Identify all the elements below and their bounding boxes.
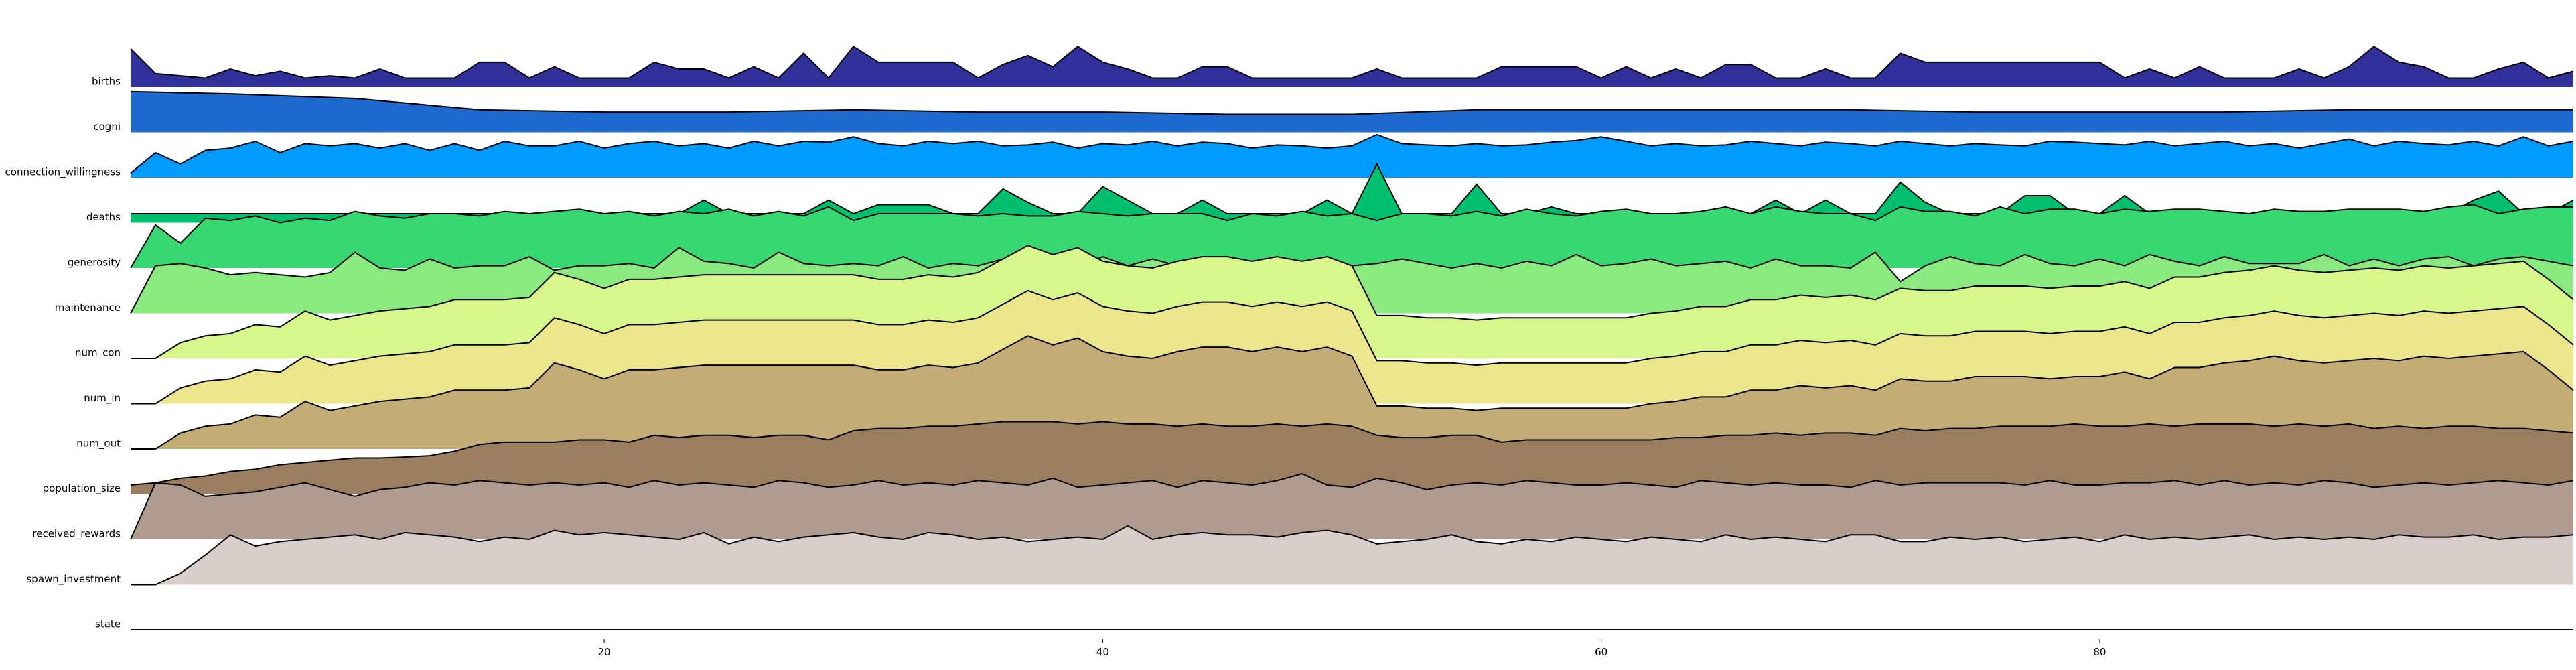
row-label-population-size: population_size	[43, 482, 121, 495]
row-label-num-con: num_con	[75, 347, 121, 360]
ridge-area-num-out	[131, 336, 2573, 449]
ridge-line-births	[130, 45, 2574, 80]
ridge-area-generosity	[131, 204, 2573, 268]
row-label-num-in: num_in	[84, 392, 121, 405]
ridge-line-num-out	[131, 335, 2574, 450]
ridge-line-num-in	[131, 289, 2574, 405]
ridge-area-connection-willingness	[131, 134, 2573, 178]
row-label-deaths: deaths	[86, 211, 121, 223]
ridge-area-received-rewards	[131, 474, 2573, 539]
ridge-line-num-con	[131, 245, 2574, 359]
row-label-state: state	[95, 618, 121, 630]
ridge-line-received-rewards	[130, 473, 2574, 540]
x-tick-label-60: 60	[1595, 646, 1607, 658]
ridge-area-cogni	[131, 91, 2573, 133]
ridge-line-cogni	[130, 90, 2573, 115]
row-label-maintenance: maintenance	[55, 302, 121, 314]
x-axis: 20 40 60 80	[598, 639, 2106, 658]
ridge-line-spawn-investment	[131, 525, 2574, 586]
ridge-area-population-size	[131, 421, 2573, 494]
row-label-cogni: cogni	[93, 121, 121, 133]
x-tick-label-20: 20	[598, 646, 611, 658]
row-label-num-out: num_out	[76, 438, 121, 450]
row-label-connection-willingness: connection_willingness	[5, 166, 121, 179]
x-tick-label-80: 80	[2093, 646, 2106, 658]
x-tick-label-40: 40	[1096, 646, 1109, 658]
ridge-area-births	[131, 46, 2573, 87]
row-label-spawn-investment: spawn_investment	[26, 573, 121, 586]
row-label-generosity: generosity	[68, 257, 121, 269]
ridge-line-generosity	[130, 204, 2573, 269]
ridge-line-population-size	[130, 421, 2574, 486]
ridge-areas	[130, 45, 2574, 630]
row-label-births: births	[92, 76, 121, 88]
ridge-line-connection-willingness	[130, 133, 2574, 174]
row-label-received-rewards: received_rewards	[32, 528, 121, 541]
